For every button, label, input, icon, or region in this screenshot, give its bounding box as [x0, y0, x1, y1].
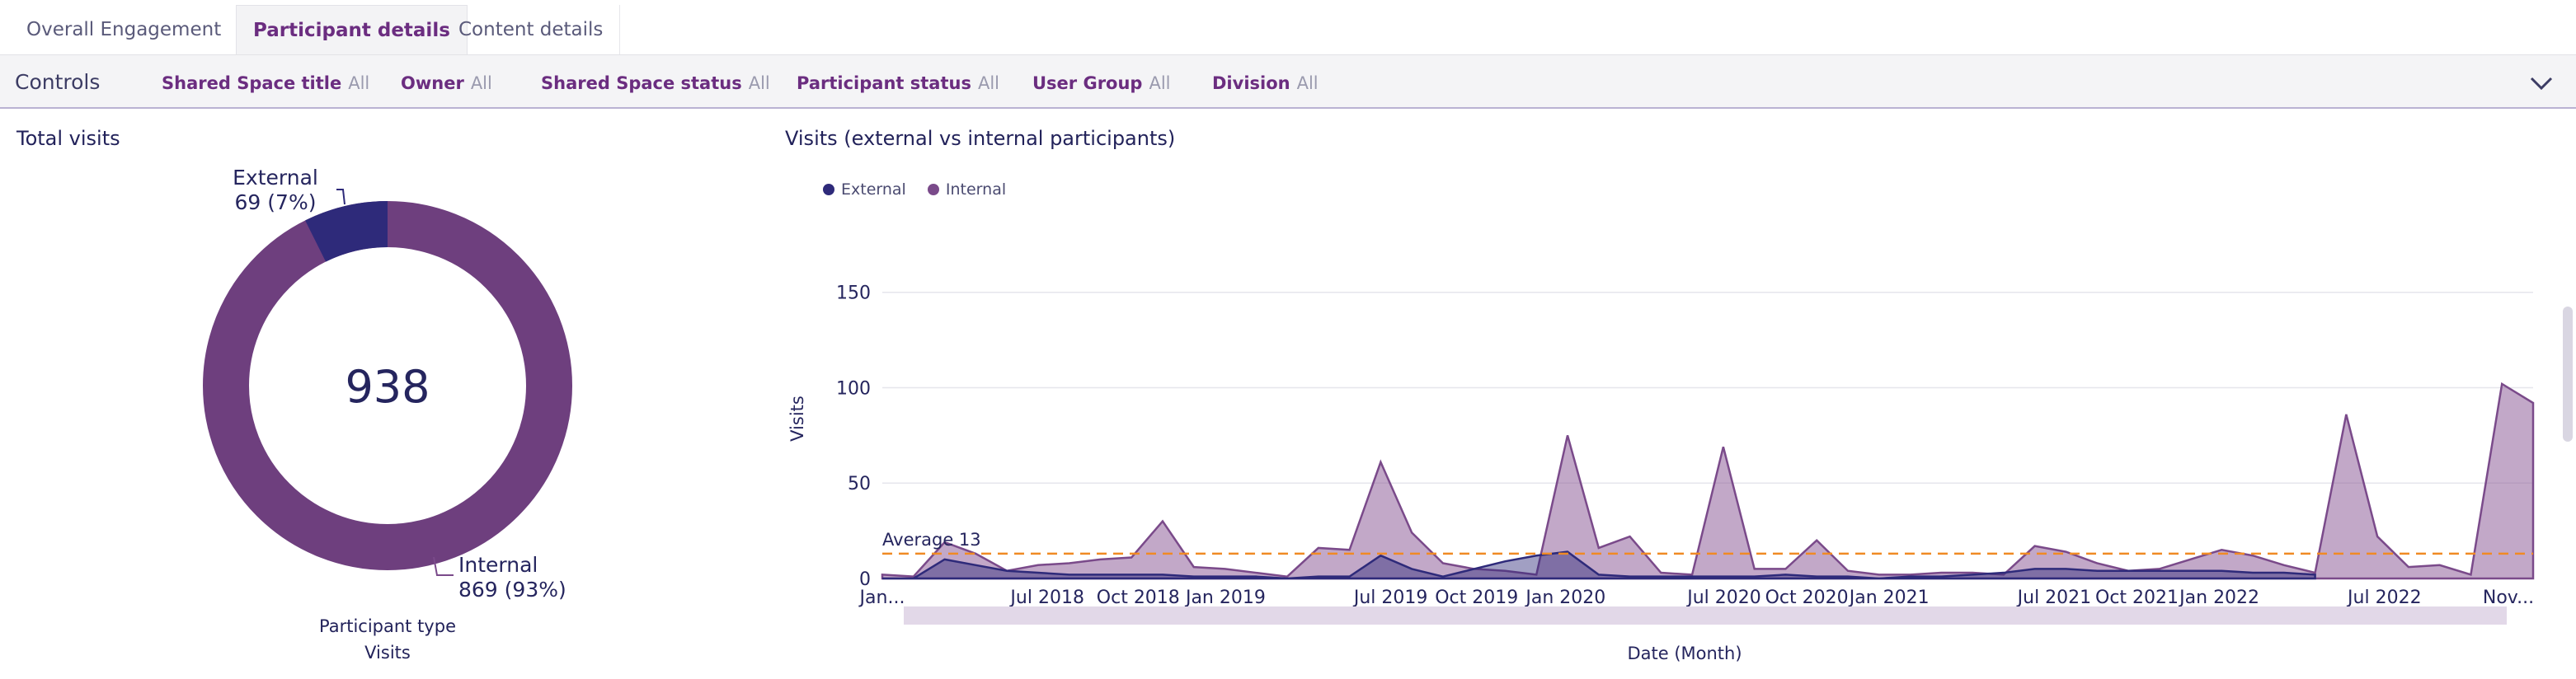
donut-y-label: Visits	[364, 643, 411, 663]
filter-label: Shared Space title	[162, 73, 342, 93]
range-slider[interactable]	[904, 606, 2507, 625]
filter-participant-status[interactable]: Participant status All	[797, 73, 999, 93]
y-tick-label: 0	[859, 569, 871, 590]
x-tick-label: Jul 2018	[1008, 588, 1084, 608]
filter-value: All	[348, 73, 370, 93]
filter-label: User Group	[1032, 73, 1143, 93]
internal-label-value: 869 (93%)	[458, 578, 566, 602]
filter-owner[interactable]: Owner All	[401, 73, 492, 93]
tab-participant-details[interactable]: Participant details	[236, 5, 468, 54]
external-label-name: External	[233, 166, 318, 190]
filter-shared-space-title[interactable]: Shared Space title All	[162, 73, 369, 93]
tab-content-details[interactable]: Content details	[442, 5, 621, 54]
tab-overall-engagement[interactable]: Overall Engagement	[10, 5, 239, 54]
average-label: Average 13	[882, 530, 981, 550]
line-chart-title: Visits (external vs internal participant…	[785, 127, 1176, 150]
y-tick-label: 100	[836, 378, 871, 399]
donut-total: 938	[345, 361, 430, 413]
x-tick-label: Jan 2019	[1184, 588, 1266, 608]
donut-x-label: Participant type	[318, 616, 456, 636]
filter-label: Shared Space status	[541, 73, 742, 93]
chart-legend: External Internal	[823, 180, 1006, 199]
legend-internal-dot	[927, 183, 939, 195]
legend-external-dot	[823, 183, 834, 195]
legend-external[interactable]: External	[841, 180, 906, 199]
y-tick-label: 150	[836, 283, 871, 304]
x-tick-label: Oct 2020	[1765, 588, 1849, 608]
x-tick-label: Jan 2020	[1524, 588, 1605, 608]
x-tick-label: Jul 2019	[1352, 588, 1428, 608]
legend-internal[interactable]: Internal	[945, 180, 1007, 199]
x-tick-label: Jan...	[858, 588, 905, 608]
area-chart: 0 50 100 150 Visits Average 13 Jan... Jul 20…	[787, 283, 2535, 663]
tab-bar: Overall Engagement Participant details C…	[0, 0, 2576, 54]
x-axis-title: Date (Month)	[1627, 644, 1742, 663]
filter-label: Owner	[401, 73, 464, 93]
x-tick-label: Jul 2021	[2016, 588, 2092, 608]
filter-division[interactable]: Division All	[1212, 73, 1319, 93]
x-tick-label: Jan 2022	[2178, 588, 2259, 608]
x-tick-label: Jul 2022	[2346, 588, 2422, 608]
controls-title[interactable]: Controls	[15, 70, 101, 94]
filter-user-group[interactable]: User Group All	[1032, 73, 1171, 93]
x-tick-label: Nov...	[2483, 588, 2534, 608]
series-internal-area[interactable]	[881, 382, 2535, 580]
donut-slice-external[interactable]	[305, 201, 388, 262]
x-tick-label: Oct 2021	[2095, 588, 2179, 608]
donut-title: Total visits	[16, 127, 120, 150]
x-tick-labels: Jan... Jul 2018 Oct 2018 Jan 2019 Jul 2019 Oc…	[858, 588, 2535, 608]
x-tick-label: Oct 2018	[1097, 588, 1180, 608]
y-axis-title: Visits	[787, 396, 807, 442]
filter-value: All	[977, 73, 999, 93]
filter-shared-space-status[interactable]: Shared Space status All	[541, 73, 770, 93]
filter-value: All	[470, 73, 492, 93]
filter-value: All	[1149, 73, 1171, 93]
internal-leader-line	[433, 556, 454, 576]
controls-bar: Controls Shared Space title All Owner All …	[0, 54, 2576, 109]
y-tick-labels: 0 50 100 150	[836, 283, 871, 590]
x-tick-label: Jul 2020	[1685, 588, 1761, 608]
filter-label: Participant status	[797, 73, 971, 93]
external-leader-line	[336, 189, 346, 205]
series-external-area[interactable]	[882, 550, 2316, 580]
internal-label-name: Internal	[458, 553, 538, 577]
x-tick-label: Oct 2019	[1435, 588, 1518, 608]
y-tick-label: 50	[848, 474, 871, 494]
external-label-value: 69 (7%)	[235, 190, 317, 214]
filter-value: All	[748, 73, 770, 93]
chevron-down-icon[interactable]	[2525, 67, 2558, 100]
filter-label: Division	[1212, 73, 1290, 93]
filter-value: All	[1296, 73, 1319, 93]
x-tick-label: Jan 2021	[1848, 588, 1930, 608]
page-scrollbar[interactable]	[2563, 307, 2573, 442]
donut-chart: 938 External 69 (7%) Internal 869 (93%)	[203, 166, 572, 602]
